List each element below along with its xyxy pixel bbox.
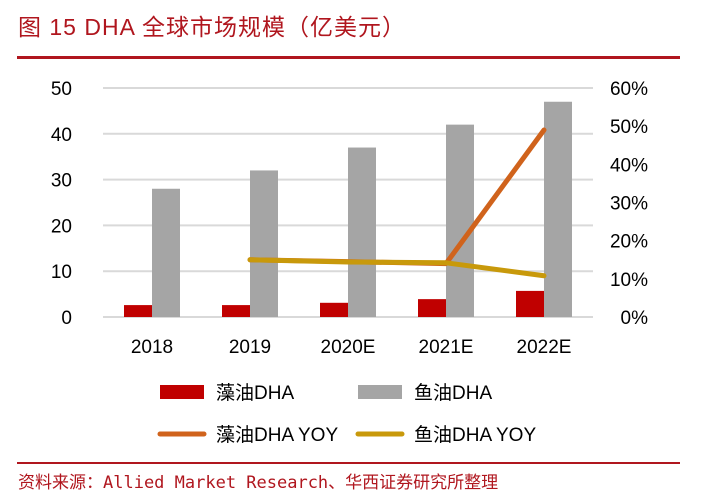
legend-label: 鱼油DHA YOY <box>414 424 536 446</box>
y-left-tick-label: 40 <box>51 125 72 146</box>
bar-fish <box>348 147 376 317</box>
line-algae-yoy <box>247 127 547 267</box>
bar-algae <box>516 290 544 317</box>
y-right-tick-label: 0% <box>621 308 649 329</box>
legend-label: 藻油DHA <box>216 382 294 404</box>
bar-algae <box>320 302 348 317</box>
bottom-rule <box>17 462 680 464</box>
y-right-tick-label: 10% <box>610 270 648 291</box>
x-tick-label: 2020E <box>321 337 376 358</box>
bar-algae <box>418 299 446 317</box>
y-left-tick-label: 30 <box>51 171 72 192</box>
source-note: 资料来源：Allied Market Research、华西证券研究所整理 <box>18 473 499 493</box>
y-left-tick-label: 50 <box>51 79 72 100</box>
y-right-tick-label: 30% <box>610 194 648 215</box>
legend-swatch <box>358 385 402 399</box>
y-left-tick-label: 10 <box>51 262 72 283</box>
line-fish-yoy <box>247 257 547 279</box>
bar-fish <box>152 188 180 317</box>
legend-label: 藻油DHA YOY <box>216 424 338 446</box>
bar-fish <box>250 170 278 317</box>
x-tick-label: 2018 <box>131 337 173 358</box>
bar-algae <box>222 305 250 317</box>
x-tick-label: 2021E <box>419 337 474 358</box>
y-right-tick-label: 20% <box>610 232 648 253</box>
legend-swatch <box>160 385 204 399</box>
y-left-tick-label: 20 <box>51 216 72 237</box>
bar-fish <box>446 124 474 317</box>
x-tick-label: 2022E <box>517 337 572 358</box>
bar-algae <box>124 305 152 317</box>
top-rule <box>17 56 680 59</box>
figure-title: 图 15 DHA 全球市场规模（亿美元） <box>18 14 407 40</box>
y-right-tick-label: 40% <box>610 155 648 176</box>
y-left-tick-label: 0 <box>61 308 72 329</box>
x-tick-label: 2019 <box>229 337 271 358</box>
y-right-tick-label: 50% <box>610 117 648 138</box>
legend-label: 鱼油DHA <box>414 382 492 404</box>
y-right-tick-label: 60% <box>610 79 648 100</box>
bar-fish <box>544 101 572 318</box>
